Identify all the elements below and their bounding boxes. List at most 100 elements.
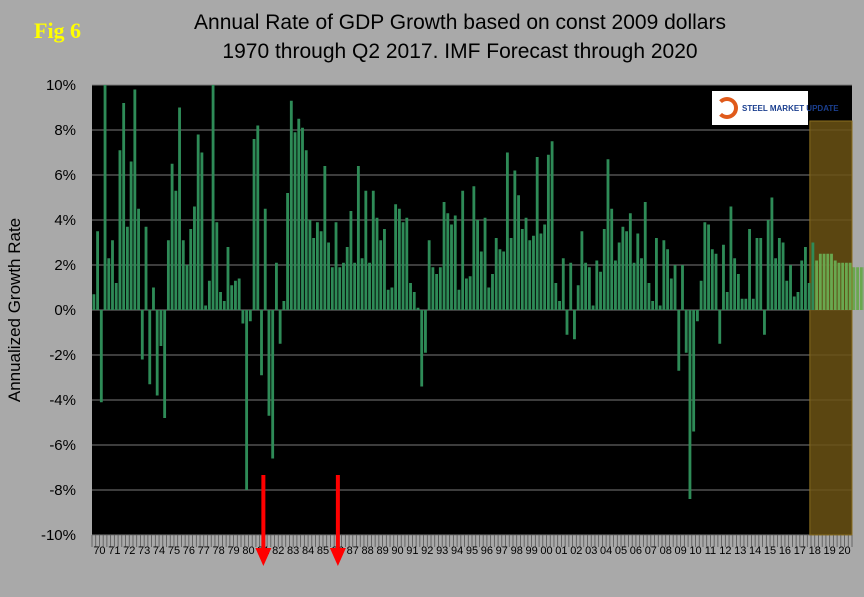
bar [483,217,487,310]
bars [92,85,864,499]
bar [435,274,439,310]
x-tick-label: 83 [287,545,299,557]
x-tick-label: 13 [734,545,746,557]
bar [442,202,446,310]
bar [159,310,163,346]
logo-text: STEEL MARKET UPDATE [742,103,839,113]
y-tick-label: 6% [54,167,76,184]
bar [729,206,733,310]
bar [781,242,785,310]
x-tick-label: 20 [838,545,850,557]
bar [390,287,394,310]
bar [513,170,517,310]
bar [308,220,312,310]
y-tick-label: -2% [49,347,76,364]
y-tick-label: 0% [54,302,76,319]
bar [118,150,122,310]
x-tick-label: 15 [764,545,776,557]
bar [237,278,241,310]
bar [770,197,774,310]
x-axis: 7071727374757677787980818283848586878889… [91,535,853,557]
bar [789,265,792,310]
bar [140,310,144,360]
y-tick-label: -4% [49,392,76,409]
forecast-bar [826,253,830,310]
bar [230,285,234,310]
bar [386,289,390,310]
bar [576,285,580,310]
forecast-bar [856,267,860,310]
bar [543,224,547,310]
bar [174,190,178,310]
bar [751,298,755,310]
bar [364,190,368,310]
bar [494,238,498,310]
x-tick-label: 10 [689,545,701,557]
x-tick-label: 91 [406,545,418,557]
bar [651,301,655,310]
bar [226,247,230,310]
bar [207,280,211,310]
bar [315,222,319,310]
bar [468,276,472,310]
x-tick-label: 73 [138,545,150,557]
bar [736,274,740,310]
bar [327,242,330,310]
bar [349,211,353,310]
bar [274,262,278,310]
x-tick-label: 93 [436,545,448,557]
bar [181,240,185,310]
x-tick-label: 90 [391,545,403,557]
x-tick-label: 01 [555,545,567,557]
forecast-bar [815,260,819,310]
bar [111,240,114,310]
figure-label: Fig 6 [34,18,82,43]
swoosh-logo-icon [716,97,738,119]
bar [196,134,200,310]
bar [289,100,293,310]
y-tick-label: 10% [46,77,76,94]
bar [632,262,636,310]
x-tick-label: 07 [645,545,657,557]
x-tick-label: 08 [660,545,672,557]
bar [479,251,483,310]
y-axis-label: Annualized Growth Rate [5,218,24,402]
bar [99,310,103,403]
red-arrow-icon [329,475,346,566]
bar [673,265,677,310]
bar [193,206,196,310]
bar [807,283,811,310]
bar [614,260,617,310]
bar [699,280,703,310]
bar [491,274,494,310]
x-tick-label: 89 [376,545,388,557]
x-tick-label: 06 [630,545,642,557]
x-tick-label: 75 [168,545,180,557]
bar [185,265,189,310]
bar [666,249,670,310]
bar [427,240,431,310]
bar [509,238,513,310]
bar [658,305,662,310]
x-tick-label: 16 [779,545,791,557]
bar [498,249,502,310]
bar [353,262,357,310]
bar [219,292,222,310]
bar [464,278,468,310]
x-tick-label: 96 [481,545,493,557]
bar [669,278,673,310]
bar [677,310,681,371]
bar [599,271,602,310]
bar [759,238,763,310]
bar [654,238,658,310]
forecast-bar [818,253,822,310]
bar [744,298,748,310]
bar [334,222,338,310]
x-tick-label: 94 [451,545,463,557]
x-tick-label: 17 [794,545,806,557]
bar [573,310,576,340]
bar [360,258,364,310]
bar [383,229,386,310]
bar [461,190,465,310]
bar [222,301,226,310]
